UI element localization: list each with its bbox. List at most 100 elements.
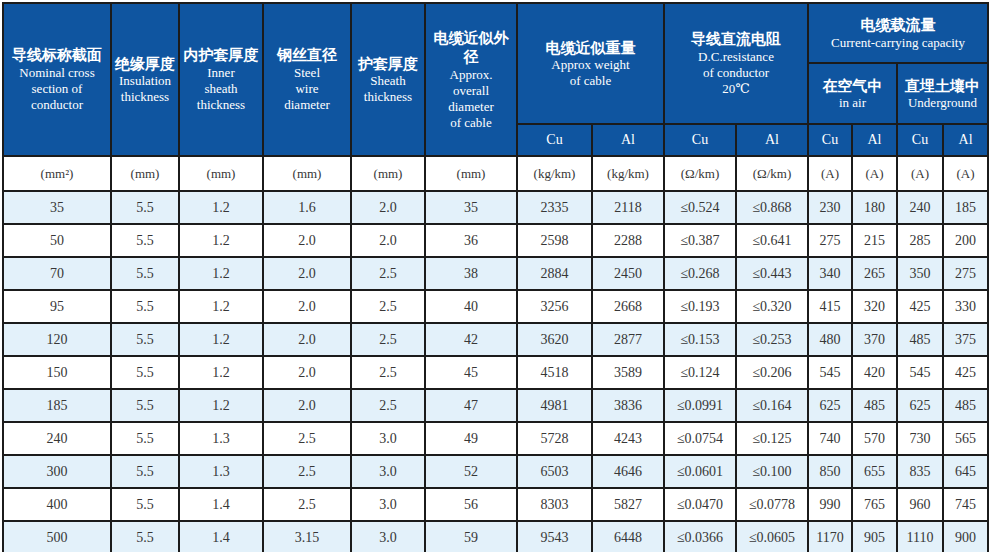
data-cell: ≤0.206 [736,356,808,389]
data-cell: 425 [897,290,943,323]
data-cell: 320 [852,290,897,323]
unit-cell: (kg/km) [517,156,592,191]
data-cell: 240 [3,422,111,455]
data-cell: ≤0.253 [736,323,808,356]
header-label-zh: 绝缘厚度 [113,54,177,74]
data-cell: 2.0 [351,224,425,257]
header-group-current-capacity: 电缆载流量 Current-carrying capacity [808,3,988,63]
data-cell: 8303 [517,488,592,521]
header-label-zh: 电缆近似外径 [427,28,515,67]
data-cell: ≤0.387 [664,224,736,257]
data-cell: 350 [897,257,943,290]
data-cell: 2.5 [351,323,425,356]
header-cell-nominal-cross-section: 导线标称截面 Nominal cross section of conducto… [3,3,111,156]
data-cell: 1.3 [179,422,263,455]
header-cell-weight-cu: Cu [517,124,592,156]
data-cell: 415 [808,290,852,323]
data-cell: ≤0.164 [736,389,808,422]
data-cell: 5.5 [111,356,179,389]
data-cell: 2.5 [263,422,351,455]
data-cell: 485 [852,389,897,422]
header-label-zh: 在空气中 [810,76,895,96]
header-group-dc-resistance: 导线直流电阻 D.C.resistance of conductor 20℃ [664,3,808,124]
table-row: 1505.51.22.02.54545183589≤0.124≤0.206545… [3,356,988,389]
data-cell: ≤0.0778 [736,488,808,521]
unit-cell: (mm) [111,156,179,191]
unit-cell: (mm) [179,156,263,191]
header-label-en: Current-carrying capacity [810,35,986,51]
table-row: 505.51.22.02.03625982288≤0.387≤0.6412752… [3,224,988,257]
table-row: 4005.51.42.53.05683035827≤0.0470≤0.07789… [3,488,988,521]
data-cell: 300 [3,455,111,488]
data-cell: 905 [852,521,897,552]
data-cell: 850 [808,455,852,488]
table-row: 1205.51.22.02.54236202877≤0.153≤0.253480… [3,323,988,356]
data-cell: ≤0.125 [736,422,808,455]
header-label-zh: 内护套厚度 [181,45,261,65]
header-cell-insulation-thickness: 绝缘厚度 Insulation thickness [111,3,179,156]
data-cell: 2668 [592,290,664,323]
unit-cell: (A) [808,156,852,191]
data-cell: 4981 [517,389,592,422]
unit-cell: (Ω/km) [664,156,736,191]
data-cell: 5.5 [111,290,179,323]
data-cell: 265 [852,257,897,290]
data-cell: 2598 [517,224,592,257]
header-label-zh: 直埋土壤中 [899,76,986,96]
data-cell: 340 [808,257,852,290]
data-cell: 625 [808,389,852,422]
data-cell: 420 [852,356,897,389]
data-cell: 5.5 [111,224,179,257]
data-cell: 59 [425,521,517,552]
data-cell: 570 [852,422,897,455]
data-cell: 49 [425,422,517,455]
header-label-en: Sheath thickness [353,73,423,106]
data-cell: 42 [425,323,517,356]
data-cell: 1.4 [179,521,263,552]
data-cell: 9543 [517,521,592,552]
data-cell: 120 [3,323,111,356]
data-cell: 485 [943,389,988,422]
header-cell-air-cu: Cu [808,124,852,156]
data-cell: 625 [897,389,943,422]
unit-cell: (Ω/km) [736,156,808,191]
data-cell: 400 [3,488,111,521]
unit-cell: (kg/km) [592,156,664,191]
data-cell: 215 [852,224,897,257]
data-cell: 5.5 [111,455,179,488]
data-cell: 5.5 [111,257,179,290]
data-cell: 4518 [517,356,592,389]
data-cell: 285 [897,224,943,257]
table-row: 355.51.21.62.03523352118≤0.524≤0.8682301… [3,191,988,224]
data-cell: ≤0.0366 [664,521,736,552]
header-label-en: Steel wire diameter [265,65,349,114]
data-cell: 275 [943,257,988,290]
data-cell: 3.15 [263,521,351,552]
data-cell: 5.5 [111,389,179,422]
data-cell: 180 [852,191,897,224]
data-cell: 2.5 [351,257,425,290]
data-cell: 35 [425,191,517,224]
data-cell: 425 [943,356,988,389]
header-label-zh: 电缆载流量 [810,15,986,35]
data-cell: 230 [808,191,852,224]
unit-cell: (mm) [351,156,425,191]
data-cell: 2.0 [263,257,351,290]
data-cell: 5.5 [111,191,179,224]
header-cell-resistance-cu: Cu [664,124,736,156]
data-cell: ≤0.100 [736,455,808,488]
data-cell: 95 [3,290,111,323]
header-label-en: Approx. overall diameter of cable [427,67,515,132]
data-cell: 2.5 [263,488,351,521]
data-cell: 5728 [517,422,592,455]
data-cell: 38 [425,257,517,290]
data-cell: 4243 [592,422,664,455]
header-subgroup-in-air: 在空气中 in air [808,63,897,124]
data-cell: ≤0.443 [736,257,808,290]
table-header: 导线标称截面 Nominal cross section of conducto… [3,3,988,191]
data-cell: 275 [808,224,852,257]
data-cell: 150 [3,356,111,389]
data-cell: 6448 [592,521,664,552]
data-cell: 375 [943,323,988,356]
data-cell: 2335 [517,191,592,224]
